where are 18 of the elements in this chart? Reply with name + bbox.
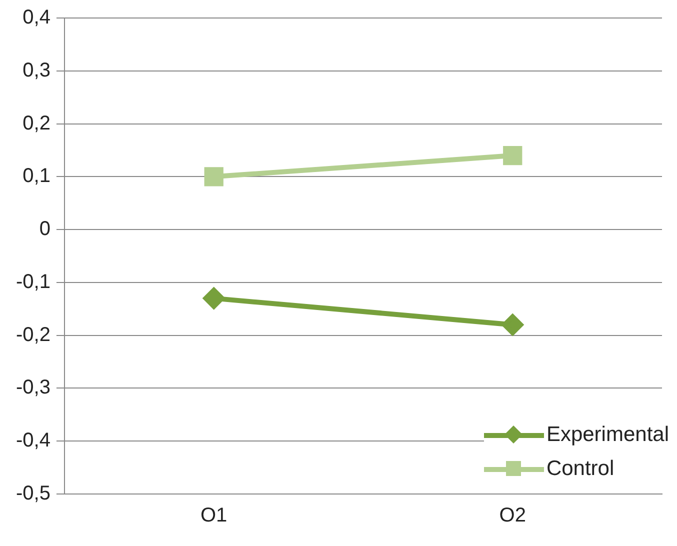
- point: [203, 288, 224, 309]
- y-tick-label: -0,2: [16, 324, 50, 346]
- y-tick-label: 0,1: [22, 165, 50, 188]
- x-tick-label: O1: [200, 504, 228, 527]
- y-tick-label: -0,4: [16, 430, 50, 452]
- x-tick-label: O2: [499, 504, 526, 527]
- y-tick-label: -0,1: [16, 270, 50, 293]
- legend-label: Experimental: [546, 423, 669, 447]
- y-tick-label: 0,3: [22, 59, 50, 82]
- legend-label: Control: [546, 457, 614, 481]
- y-tick-label: 0: [39, 218, 50, 240]
- point: [204, 167, 224, 186]
- point: [503, 146, 522, 166]
- y-tick-label: -0,3: [16, 376, 50, 399]
- y-tick-label: 0,2: [22, 112, 50, 134]
- y-tick-label: 0,4: [22, 6, 50, 29]
- y-tick-label: -0,5: [16, 482, 50, 505]
- point: [502, 314, 524, 336]
